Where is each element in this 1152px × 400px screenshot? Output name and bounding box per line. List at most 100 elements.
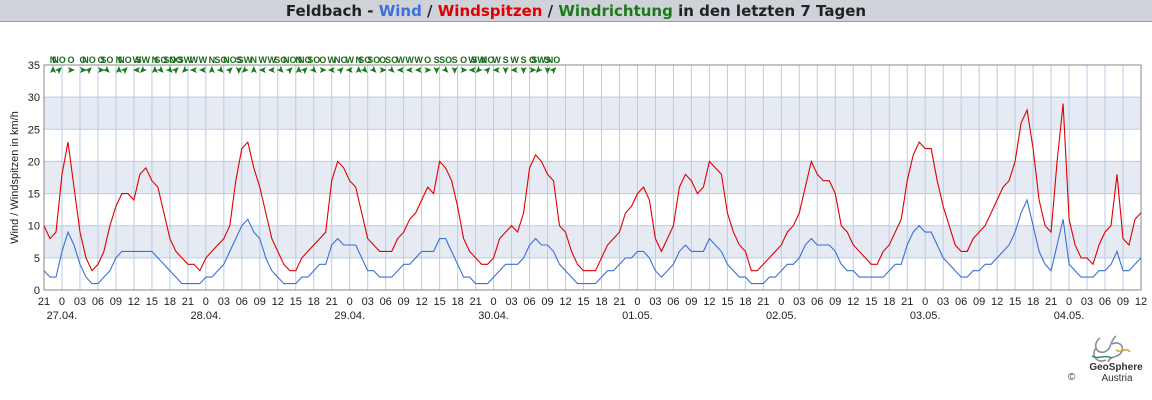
direction-arrow-shape [84,67,92,75]
date-label: 28.04. [191,310,222,322]
direction-arrow-icon [216,65,224,73]
direction-arrow-icon [97,67,105,73]
y-tick-label: 5 [34,253,40,265]
direction-arrow-icon [225,67,233,75]
direction-arrow-shape [276,65,284,73]
date-label: 03.05. [910,310,941,322]
x-tick-label: 03 [218,296,230,308]
x-tick-label: 15 [1009,296,1021,308]
x-tick-label: 09 [254,296,266,308]
direction-arrow-icon [433,67,440,74]
direction-arrow-icon [468,67,476,73]
direction-arrow-icon [451,67,458,74]
direction-label: W [405,55,414,65]
plot-frame [43,64,1142,291]
direction-label: SO [154,55,167,65]
x-tick-label: 12 [703,296,715,308]
x-tick-label: 06 [92,296,104,308]
direction-label: S [452,55,458,65]
direction-arrow-shape [225,67,233,75]
direction-arrow-shape [132,67,140,73]
direction-arrow-icon [241,65,250,73]
direction-label: SO [307,55,320,65]
direction-arrow-shape [189,67,197,73]
direction-arrow-shape [387,65,395,73]
x-tick-label: 21 [469,296,481,308]
date-label: 02.05. [766,310,797,322]
direction-arrow-icon [198,67,206,73]
direction-arrow-shape [54,67,62,75]
title-gusts: Windspitzen [437,2,543,20]
direction-arrow-icon [424,67,432,73]
direction-arrow-icon [140,65,148,73]
direction-arrow-icon [295,66,302,73]
direction-arrow-shape [151,66,158,73]
brand-name: GeoSphere [1089,362,1143,373]
direction-arrow-icon [414,67,422,73]
chart-title: Feldbach - Wind / Windspitzen / Windrich… [0,0,1152,22]
title-sep2: / [542,2,559,20]
direction-arrow-shape [355,66,362,73]
date-label: 29.04. [334,310,365,322]
direction-arrow-shape [414,67,422,73]
direction-arrow-icon [483,67,491,75]
x-tick-label: 06 [523,296,535,308]
x-tick-label: 15 [721,296,733,308]
x-tick-label: 15 [865,296,877,308]
direction-arrow-shape [156,65,164,73]
x-tick-label: 12 [1135,296,1147,308]
direction-arrow-shape [405,67,413,73]
geosphere-swirl-icon [1091,335,1131,363]
direction-arrow-shape [424,67,432,73]
direction-arrow-icon [115,66,122,73]
direction-arrow-shape [267,67,275,73]
y-axis-label: Wind / Windspitzen in km/h [9,111,21,244]
x-tick-label: 21 [901,296,913,308]
direction-arrow-shape [140,65,148,73]
direction-label: SO [385,55,398,65]
direction-label: W [199,55,208,65]
direction-arrow-shape [258,67,266,73]
direction-label: N [116,55,123,65]
direction-arrow-icon [258,67,266,73]
direction-arrow-icon [267,67,275,73]
direction-arrow-shape [250,66,257,73]
direction-arrow-icon [492,67,500,73]
direction-label: SW [471,55,486,65]
direction-label: N [296,55,303,65]
direction-label: SW [531,55,546,65]
direction-label: NO [169,55,183,65]
direction-label: SO [367,55,380,65]
x-tick-label: 09 [973,296,985,308]
direction-arrow-icon [102,65,110,73]
x-tick-label: 03 [793,296,805,308]
direction-label: NO [298,55,312,65]
direction-arrow-shape [345,67,353,73]
x-tick-label: 21 [1045,296,1057,308]
direction-arrow-icon [502,67,509,74]
date-label: 01.05. [622,310,653,322]
direction-arrow-icon [520,67,527,74]
direction-label: O [529,55,536,65]
direction-arrow-icon [396,67,404,73]
x-tick-label: 21 [613,296,625,308]
direction-label: SO [100,55,113,65]
direction-label: O [319,55,326,65]
direction-label: SO [358,55,371,65]
direction-label: SO [274,55,287,65]
x-tick-label: 18 [739,296,751,308]
x-tick-label: 21 [182,296,194,308]
x-tick-label: 03 [505,296,517,308]
direction-label: W [414,55,423,65]
y-tick-label: 35 [28,60,40,72]
date-label: 27.04. [47,310,78,322]
direction-arrow-shape [441,65,449,73]
direction-arrow-shape [198,67,206,73]
direction-label: SW [178,55,193,65]
direction-arrow-icon [535,65,543,73]
direction-label: N [50,55,57,65]
direction-label: O [97,55,104,65]
x-tick-label: 03 [362,296,374,308]
direction-arrow-icon [319,67,327,73]
x-tick-label: 06 [811,296,823,308]
